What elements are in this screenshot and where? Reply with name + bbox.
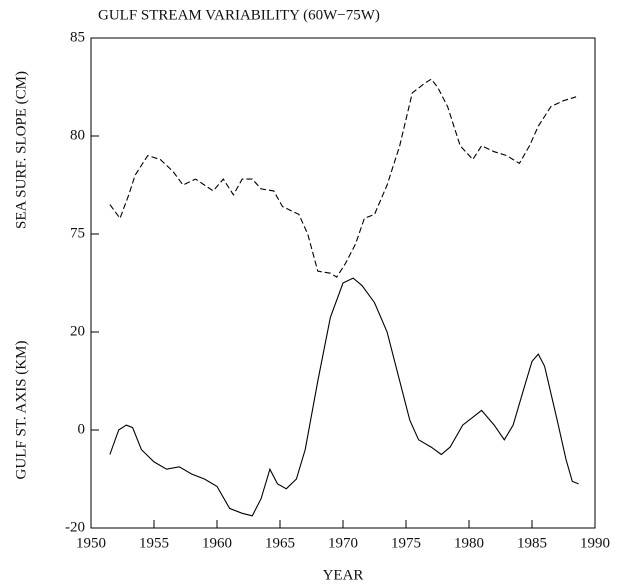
y-tick-label: 20 <box>70 323 85 339</box>
x-tick-label: 1975 <box>391 535 421 551</box>
y-tick-label: 85 <box>70 29 85 45</box>
chart-title: GULF STREAM VARIABILITY (60W−75W) <box>98 7 380 23</box>
y-tick-label: 80 <box>70 127 85 143</box>
x-tick-label: 1980 <box>454 535 484 551</box>
x-tick-label: 1950 <box>76 535 106 551</box>
y-axis-label: GULF ST. AXIS (KM) <box>13 341 29 480</box>
x-tick-label: 1955 <box>139 535 169 551</box>
x-tick-label: 1985 <box>517 535 547 551</box>
x-tick-label: 1960 <box>202 535 232 551</box>
series-line <box>109 277 579 517</box>
y-tick-label: 0 <box>78 421 86 437</box>
x-tick-label: 1970 <box>328 535 358 551</box>
x-axis-label: YEAR <box>323 567 364 583</box>
y-tick-label: -20 <box>65 519 85 535</box>
y-tick-label: 75 <box>70 225 85 241</box>
series-line <box>109 78 577 278</box>
y2-axis-label: SEA SURF. SLOPE (CM) <box>13 71 29 229</box>
x-tick-label: 1990 <box>580 535 610 551</box>
x-tick-label: 1965 <box>265 535 295 551</box>
